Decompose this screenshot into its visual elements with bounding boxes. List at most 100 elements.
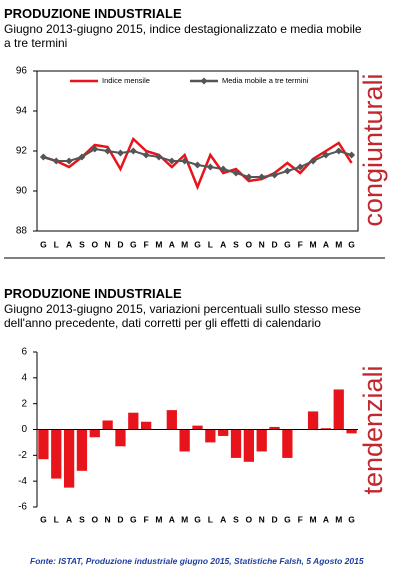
x-tick-label: A: [220, 239, 226, 249]
plot-frame: [36, 70, 359, 232]
point-marker: [309, 157, 317, 165]
point-marker: [65, 157, 73, 165]
chart-subtitle: Giugno 2013-giugno 2015, variazioni perc…: [4, 302, 361, 330]
x-tick-label: A: [323, 514, 329, 524]
point-marker: [348, 151, 356, 159]
x-tick-label: L: [54, 239, 59, 249]
legend-label: Media mobile a tre termini: [222, 76, 309, 85]
point-marker: [335, 147, 343, 155]
point-marker: [232, 169, 240, 177]
side-label: tendenziali: [358, 365, 388, 494]
point-marker: [245, 173, 253, 181]
point-marker: [116, 149, 124, 157]
point-marker: [129, 147, 137, 155]
chart-title: PRODUZIONE INDUSTRIALE: [4, 6, 182, 21]
point-marker: [104, 147, 112, 155]
x-tick-label: G: [348, 514, 355, 524]
side-label: congiunturali: [358, 73, 388, 226]
x-tick-label: M: [310, 239, 317, 249]
x-tick-label: D: [117, 514, 123, 524]
bar: [269, 426, 280, 430]
x-tick-label: D: [271, 514, 277, 524]
x-tick-label: G: [40, 239, 47, 249]
bar: [205, 429, 216, 443]
x-tick-label: N: [105, 514, 111, 524]
point-marker: [296, 163, 304, 171]
x-tick-label: N: [259, 514, 265, 524]
bar: [141, 421, 152, 430]
bar: [63, 429, 75, 488]
legend-label: Indice mensile: [102, 76, 150, 85]
bar: [243, 429, 254, 462]
x-tick-label: S: [79, 514, 85, 524]
bar: [89, 429, 100, 438]
point-marker: [322, 151, 330, 159]
series-line: [43, 136, 353, 191]
x-tick-label: G: [284, 514, 291, 524]
x-tick-label: O: [91, 239, 98, 249]
point-marker: [142, 151, 150, 159]
y-tick-label: 2: [21, 398, 27, 409]
y-tick-label: 0: [21, 424, 27, 435]
x-tick-label: O: [246, 514, 253, 524]
x-tick-label: A: [220, 514, 226, 524]
bar: [346, 429, 357, 434]
y-tick-label: -6: [18, 502, 27, 513]
x-tick-label: G: [40, 514, 47, 524]
bar: [218, 429, 229, 436]
x-tick-label: O: [91, 514, 98, 524]
point-marker: [194, 161, 201, 169]
x-tick-label: G: [348, 239, 355, 249]
source-note: Fonte: ISTAT, Produzione industriale giu…: [30, 556, 364, 566]
point-marker: [39, 153, 47, 161]
x-tick-label: A: [169, 514, 175, 524]
y-tick-label: -2: [18, 450, 27, 461]
y-tick-label: 94: [16, 106, 28, 117]
y-tick-label: 90: [16, 186, 28, 197]
x-tick-label: N: [259, 239, 265, 249]
x-tick-label: A: [66, 239, 72, 249]
x-tick-label: L: [54, 514, 59, 524]
x-tick-label: S: [79, 239, 85, 249]
x-tick-label: M: [155, 239, 162, 249]
x-tick-label: O: [246, 239, 253, 249]
bar: [76, 429, 88, 471]
x-tick-label: G: [194, 239, 201, 249]
x-tick-label: G: [130, 514, 137, 524]
x-tick-label: L: [208, 514, 213, 524]
x-tick-label: A: [169, 239, 175, 249]
bar: [38, 429, 49, 460]
x-tick-label: N: [105, 239, 111, 249]
bar: [230, 429, 242, 458]
bar: [320, 428, 332, 430]
bar: [333, 389, 344, 430]
bar: [307, 411, 319, 430]
bar: [102, 420, 113, 430]
y-tick-label: 6: [21, 347, 27, 358]
y-tick-label: 92: [16, 146, 28, 157]
y-tick-label: 88: [16, 226, 28, 237]
bar: [115, 429, 126, 447]
x-tick-label: D: [117, 239, 123, 249]
x-tick-label: F: [298, 514, 303, 524]
chart-subtitle: Giugno 2013-giugno 2015, indice destagio…: [4, 22, 362, 50]
point-marker: [91, 145, 99, 153]
point-marker: [219, 165, 227, 173]
x-tick-label: F: [298, 239, 303, 249]
x-tick-label: G: [130, 239, 137, 249]
point-marker: [271, 171, 279, 179]
x-tick-label: M: [181, 514, 188, 524]
point-marker: [206, 163, 214, 171]
point-marker: [258, 173, 266, 181]
y-tick-label: -4: [18, 476, 27, 487]
chart-title: PRODUZIONE INDUSTRIALE: [4, 286, 182, 301]
x-tick-label: M: [335, 239, 342, 249]
x-tick-label: A: [66, 514, 72, 524]
bar: [256, 429, 267, 452]
x-tick-label: A: [323, 239, 329, 249]
point-marker: [155, 153, 163, 161]
x-tick-label: D: [271, 239, 277, 249]
legend-marker: [200, 77, 208, 85]
